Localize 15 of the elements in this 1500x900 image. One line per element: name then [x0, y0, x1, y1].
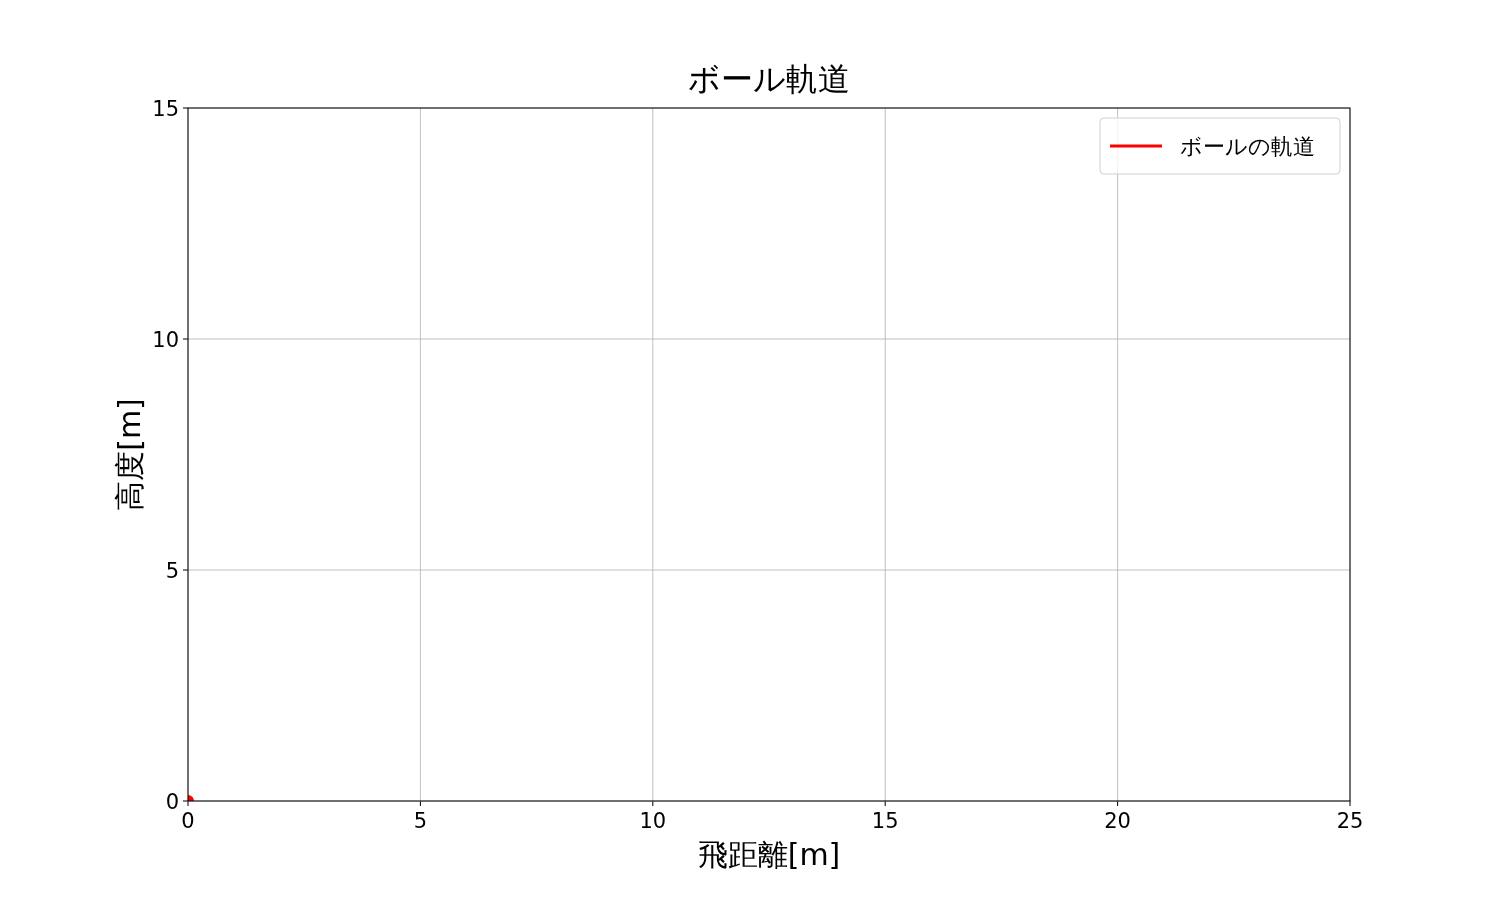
x-tick-label: 20 [1104, 809, 1131, 833]
y-tick-label: 15 [152, 97, 179, 121]
legend: ボールの軌道 [1099, 117, 1341, 175]
x-tick-label: 0 [181, 809, 195, 833]
y-tick-label: 0 [165, 790, 179, 814]
x-tick-label: 15 [871, 809, 899, 833]
y-axis-title: 高度[m] [112, 398, 147, 511]
y-tick-label: 5 [165, 559, 179, 583]
y-tick-label: 10 [152, 328, 179, 352]
legend-label: ボールの軌道 [1180, 134, 1315, 159]
x-tick-label: 10 [639, 809, 667, 833]
chart-title: ボール軌道 [688, 60, 850, 98]
x-tick-label: 25 [1336, 809, 1364, 833]
x-tick-label: 5 [413, 809, 428, 833]
x-axis-title: 飛距離[m] [697, 837, 841, 872]
